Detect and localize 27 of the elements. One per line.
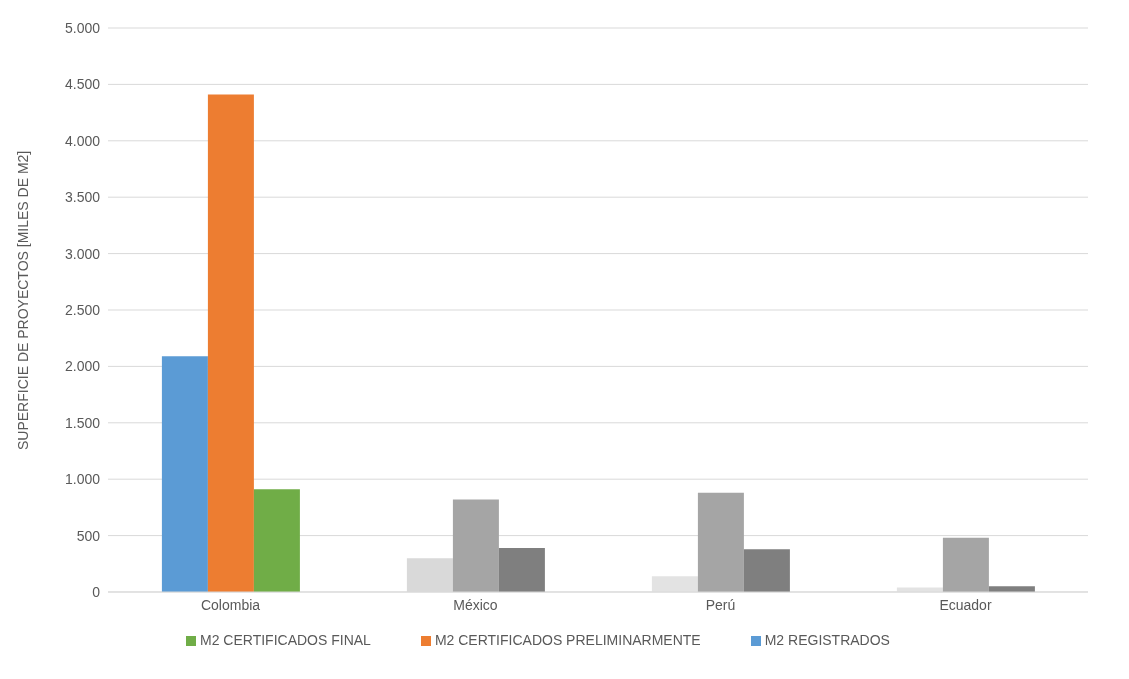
bar xyxy=(942,537,989,592)
legend-label: M2 CERTIFICADOS PRELIMINARMENTE xyxy=(434,632,701,648)
y-tick-label: 2.500 xyxy=(64,301,101,318)
y-tick-label: 3.000 xyxy=(64,245,101,262)
bar xyxy=(253,489,300,592)
bar xyxy=(498,548,545,592)
bar xyxy=(161,356,208,592)
y-tick-label: 5.000 xyxy=(64,19,101,36)
y-axis-title: SUPERFICIE DE PROYECTOS [MILES DE M2] xyxy=(14,150,31,450)
bar xyxy=(697,492,744,592)
x-tick-label: Colombia xyxy=(200,596,261,613)
legend-label: M2 CERTIFICADOS FINAL xyxy=(200,632,371,648)
y-tick-label: 2.000 xyxy=(64,358,101,375)
bar xyxy=(743,549,790,592)
x-tick-label: Perú xyxy=(705,596,736,613)
x-tick-label: Ecuador xyxy=(939,596,992,613)
y-tick-label: 3.500 xyxy=(64,189,101,206)
y-tick-label: 0 xyxy=(92,583,101,600)
legend-label: M2 REGISTRADOS xyxy=(764,632,890,648)
y-tick-label: 500 xyxy=(76,527,101,544)
bar xyxy=(452,499,499,592)
bar xyxy=(207,94,254,592)
y-tick-label: 1.000 xyxy=(64,471,101,488)
x-tick-label: México xyxy=(453,596,498,613)
y-tick-label: 4.000 xyxy=(64,132,101,149)
y-tick-label: 1.500 xyxy=(64,414,101,431)
y-tick-label: 4.500 xyxy=(64,76,101,93)
